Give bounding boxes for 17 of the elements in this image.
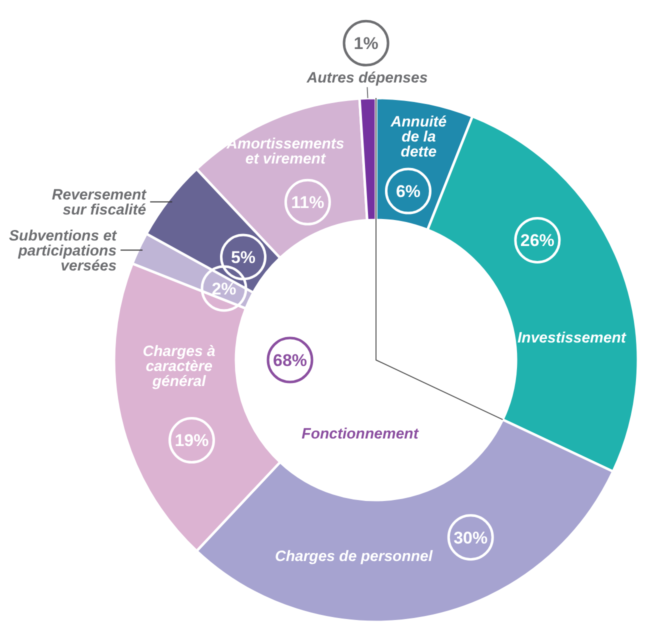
text: 68% bbox=[272, 350, 308, 370]
data-label: 30% bbox=[454, 528, 488, 548]
slice-label: Charges à caractère général bbox=[142, 342, 216, 390]
slice-label: Charges de personnel bbox=[274, 548, 434, 565]
data-label: 19% bbox=[174, 431, 209, 450]
slice-label: Reversement sur fiscalité bbox=[52, 186, 148, 219]
data-label: 6% bbox=[396, 182, 421, 201]
slice-label: Annuité de la dette bbox=[390, 113, 447, 160]
data-label: 26% bbox=[520, 231, 554, 250]
data-label: 2% bbox=[212, 279, 236, 298]
text: Fonctionnement bbox=[302, 425, 420, 442]
data-label: 5% bbox=[230, 248, 256, 267]
data-label: 11% bbox=[291, 193, 324, 212]
slice-label: Autres dépenses bbox=[306, 69, 428, 86]
slice-label: Investissement bbox=[517, 330, 627, 347]
slice-label: Subventions et participations versées bbox=[9, 227, 118, 274]
data-label: 1% bbox=[354, 34, 378, 54]
